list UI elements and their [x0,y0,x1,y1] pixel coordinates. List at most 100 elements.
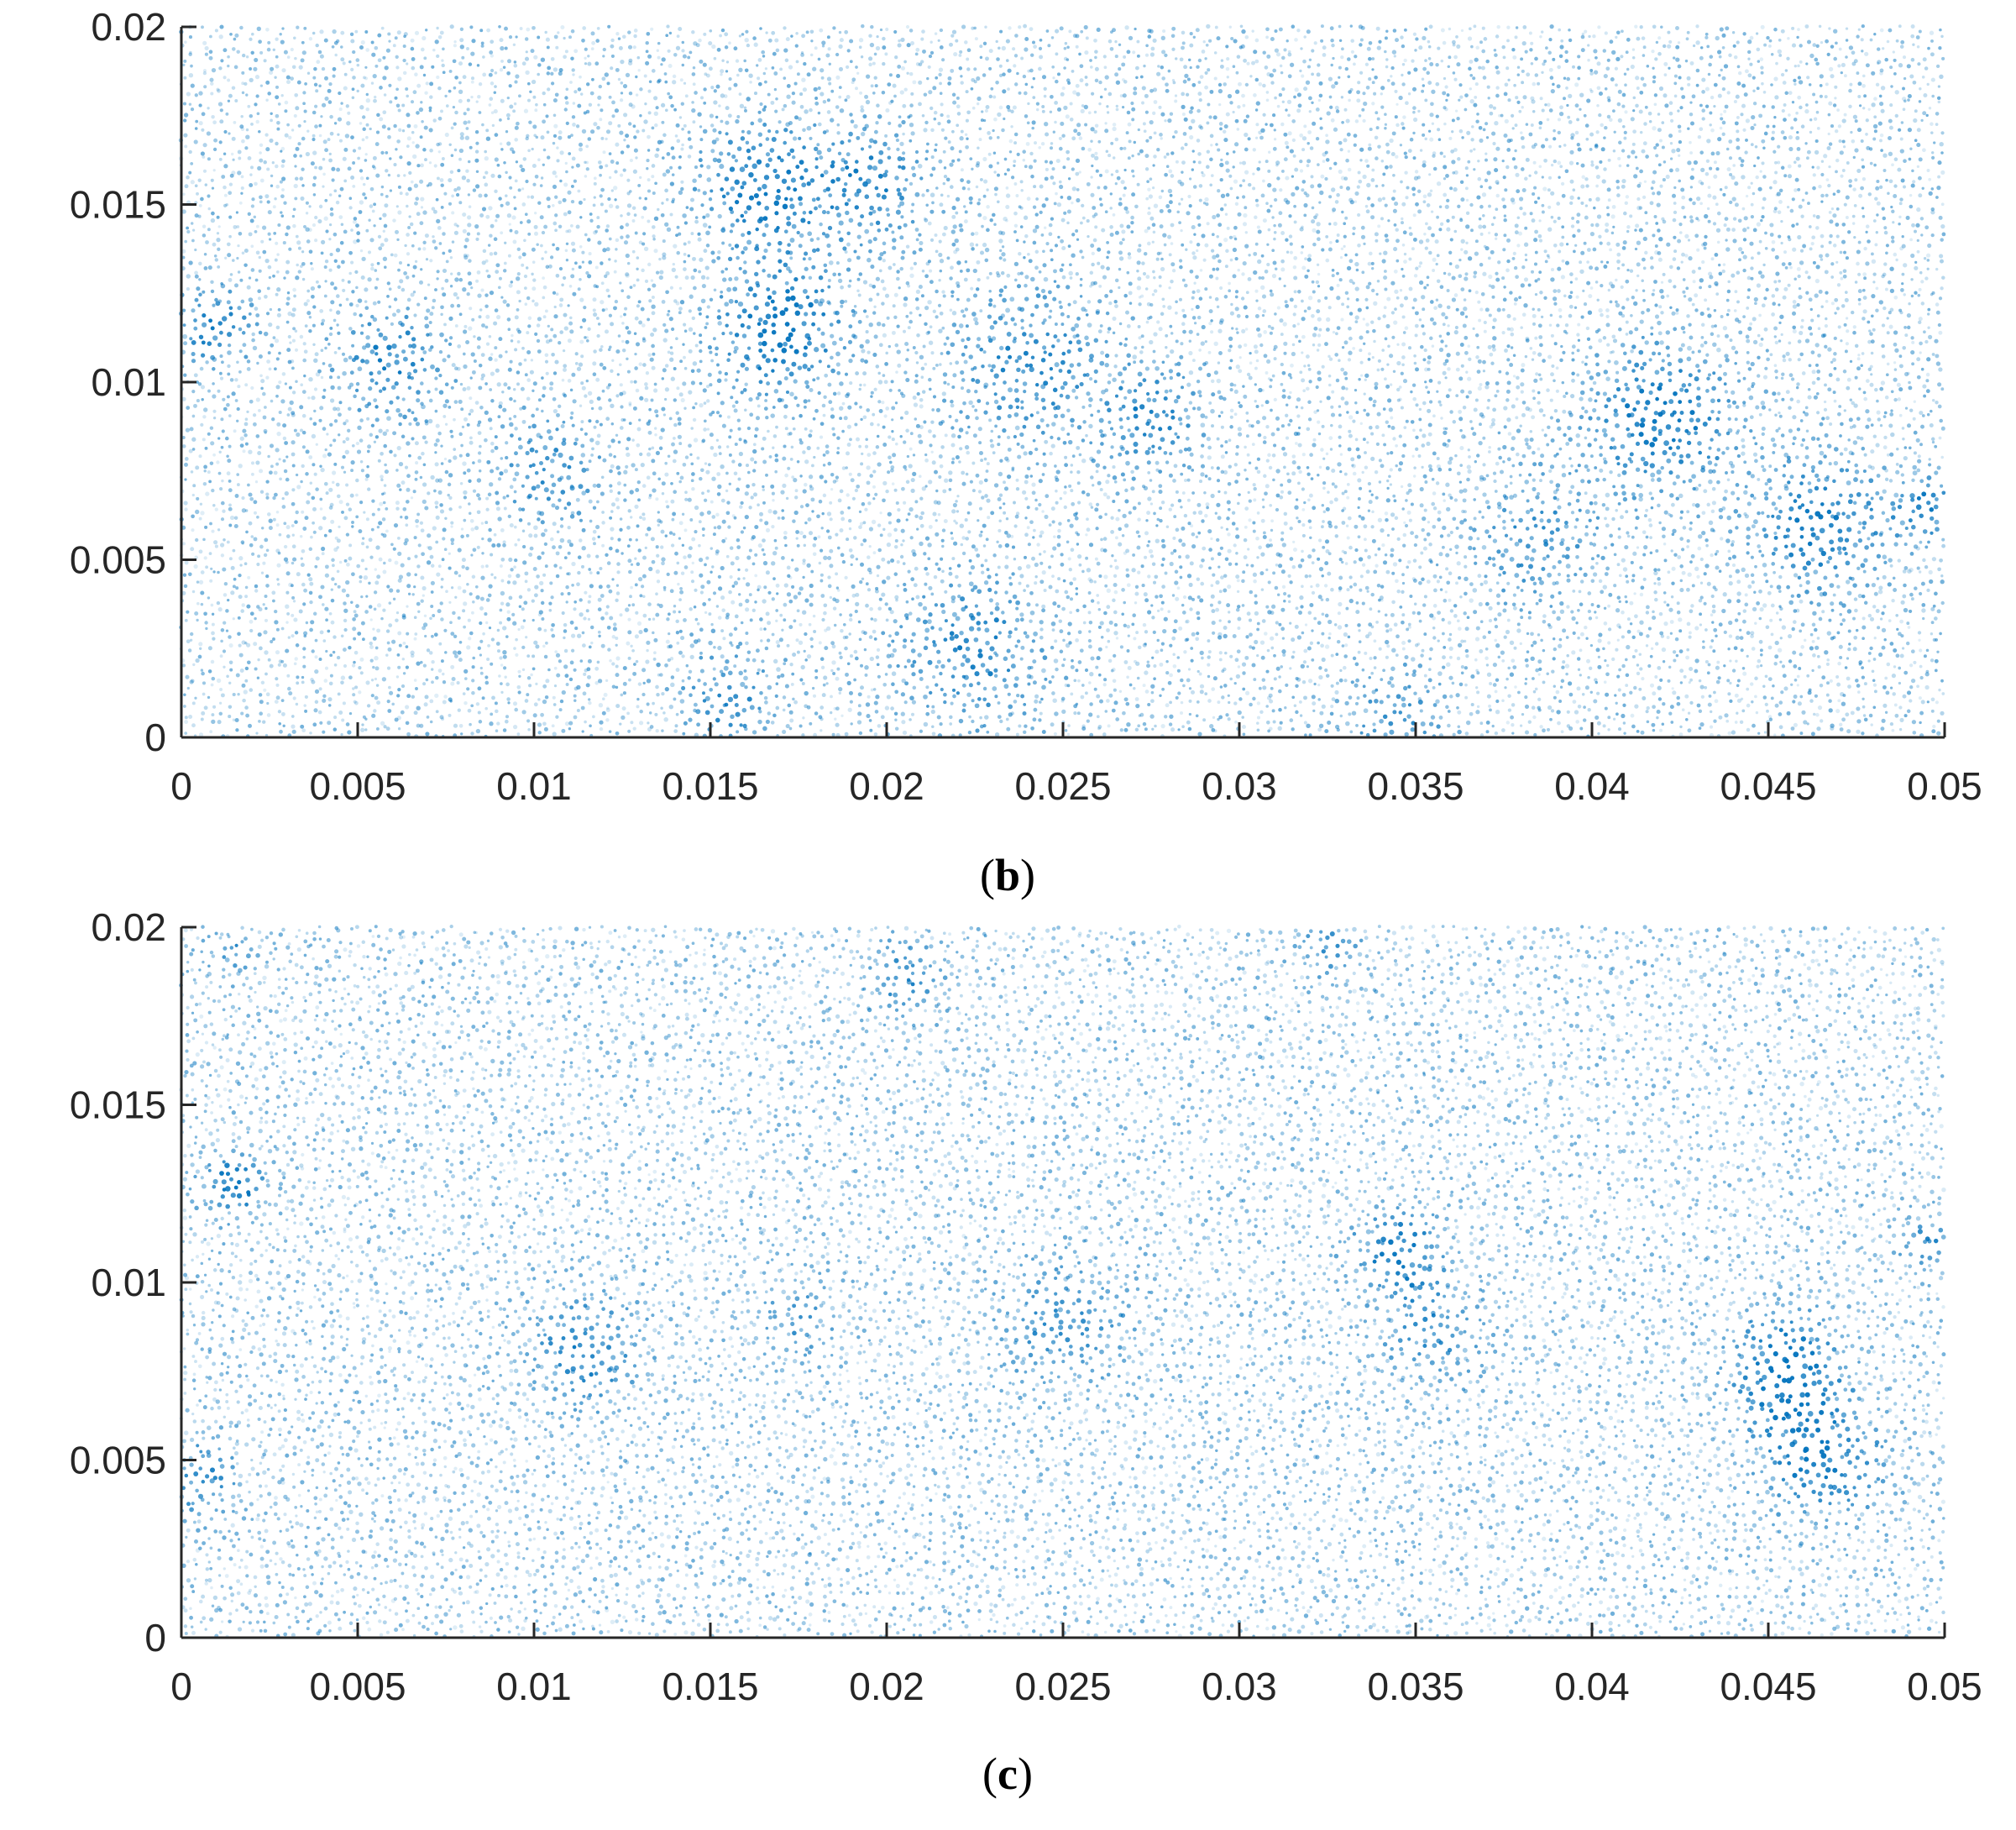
scatter-point [762,184,767,189]
scatter-point [429,149,433,153]
scatter-point [1589,148,1593,151]
scatter-point [577,190,580,193]
scatter-point [1569,150,1574,155]
scatter-point [1293,205,1296,208]
scatter-point [270,67,274,71]
scatter-point [1459,129,1464,134]
scatter-point [1577,229,1580,233]
scatter-point [1459,218,1463,222]
scatter-point [1050,95,1054,99]
scatter-point [1846,161,1850,165]
scatter-point [1482,225,1486,229]
scatter-point [566,243,568,245]
scatter-point [1895,114,1898,118]
scatter-point [1079,136,1083,140]
scatter-point [1432,123,1434,125]
scatter-point [930,192,935,197]
scatter-point [1441,60,1444,63]
scatter-point [1913,118,1917,123]
scatter-point [594,61,599,66]
scatter-point [753,178,757,182]
scatter-point [1242,161,1246,165]
scatter-point [381,27,385,30]
scatter-point [1090,66,1093,69]
scatter-point [1931,187,1935,191]
scatter-point [1926,114,1929,117]
scatter-point [1636,167,1639,170]
scatter-point [453,122,457,125]
scatter-point [828,193,832,197]
scatter-point [1062,165,1066,169]
scatter-point [1189,44,1193,48]
scatter-point [768,39,772,43]
scatter-point [692,178,696,182]
scatter-point [1346,186,1350,191]
scatter-point [219,140,223,144]
scatter-point [1045,160,1048,164]
scatter-point [825,129,829,133]
scatter-point [1696,69,1700,73]
scatter-point [1154,100,1158,104]
scatter-point [1553,220,1557,223]
scatter-point [514,138,518,142]
scatter-point [500,68,503,71]
scatter-point [830,206,835,210]
scatter-point [786,95,790,99]
scatter-point [1595,197,1600,202]
scatter-point [1619,165,1622,168]
scatter-point [505,130,508,133]
scatter-point [1520,131,1523,134]
scatter-point [1500,114,1504,118]
scatter-point [416,111,420,115]
scatter-point [1792,101,1794,103]
scatter-point [1223,130,1227,134]
scatter-point [1170,223,1175,228]
scatter-point [669,212,673,216]
scatter-point [735,244,739,248]
scatter-point [431,66,434,69]
scatter-point [1268,228,1271,232]
scatter-point [293,154,297,158]
scatter-point [1417,176,1421,179]
scatter-point [929,55,932,58]
scatter-point [835,206,839,210]
scatter-point [657,50,659,52]
scatter-point [671,146,675,150]
scatter-point [228,94,233,98]
scatter-point [628,122,631,125]
scatter-point [1551,164,1553,166]
scatter-point [269,238,271,240]
scatter-point [997,136,1000,139]
scatter-point [1773,209,1778,213]
scatter-point [1549,24,1553,29]
scatter-point [1219,122,1223,126]
scatter-point [286,225,291,229]
scatter-point [1453,55,1458,60]
scatter-point [898,165,901,169]
scatter-point [636,129,639,133]
scatter-point [1558,145,1561,148]
scatter-point [1395,123,1400,128]
scatter-point [495,133,499,137]
scatter-point [202,233,207,238]
scatter-point [247,105,250,108]
scatter-point [1495,94,1500,98]
scatter-point [494,237,498,241]
scatter-point [292,65,296,69]
scatter-point [1491,223,1495,227]
scatter-point [475,130,479,134]
scatter-point [849,39,853,43]
scatter-point [1236,71,1239,75]
scatter-point [1277,105,1280,108]
scatter-point [1366,165,1369,168]
scatter-point [186,230,190,233]
scatter-point [925,204,929,207]
scatter-point [1137,183,1140,186]
scatter-point [1723,110,1726,113]
scatter-point [691,101,694,104]
scatter-point [515,180,518,183]
scatter-point [563,37,565,39]
scatter-point [1524,177,1528,181]
scatter-point [848,173,852,177]
scatter-point [1610,214,1615,218]
